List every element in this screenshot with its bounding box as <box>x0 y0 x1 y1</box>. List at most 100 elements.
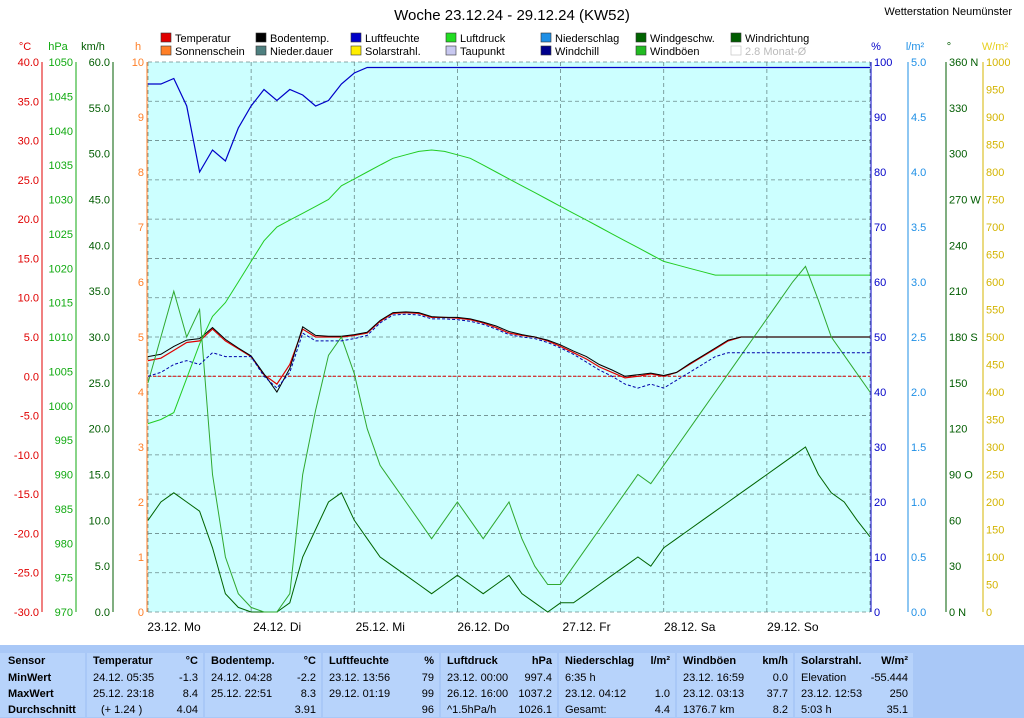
temp-axis-tick: -10.0 <box>14 450 39 462</box>
temp-axis-tick: 35.0 <box>18 96 39 108</box>
precip-axis-tick: 0.0 <box>911 607 926 619</box>
header-sensor: Sensor <box>8 655 46 667</box>
header-gust: Windböen <box>683 655 737 667</box>
x-day-label: 23.12. Mo <box>147 620 201 634</box>
precip-axis-tick: 1.5 <box>911 442 926 454</box>
precip-axis-tick: 4.0 <box>911 167 926 179</box>
pressure-axis-tick: 975 <box>55 573 73 585</box>
temp-axis-tick: 0.0 <box>24 371 39 383</box>
pressure-unit: hPa <box>48 41 68 53</box>
legend-label-precip: Niederschlag <box>555 33 619 45</box>
legend-swatch-winddir <box>730 32 742 43</box>
solar-axis-tick: 900 <box>986 112 1004 124</box>
dir-axis-tick: 240 <box>949 240 967 252</box>
precip-axis-tick: 2.5 <box>911 332 926 344</box>
legend-swatch-solar <box>350 45 362 56</box>
pressure-axis-tick: 1025 <box>49 229 73 241</box>
press-min: 997.4 <box>524 672 552 684</box>
soil-avg: 3.91 <box>294 704 316 716</box>
pressure-axis-tick: 1000 <box>49 401 73 413</box>
solar-elevation-label: Elevation <box>801 672 847 684</box>
legend-swatch-precip_duration <box>255 45 267 56</box>
soil-max: 8.3 <box>300 688 316 700</box>
wind-axis-tick: 50.0 <box>89 149 110 161</box>
pressure-axis-tick: 1020 <box>49 263 73 275</box>
col-gust: Windböen km/h 23.12. 16:59 0.0 23.12. 03… <box>677 653 793 717</box>
header-temp-unit: °C <box>185 655 198 667</box>
dir-axis-tick: 180 S <box>949 332 978 344</box>
temp-axis-tick: 20.0 <box>18 214 39 226</box>
legend-swatch-temperature <box>160 32 172 43</box>
precip-axis-tick: 3.0 <box>911 277 926 289</box>
rain-total: 4.4 <box>654 704 670 716</box>
header-soil: Bodentemp. <box>211 655 275 667</box>
gust-max: 37.7 <box>766 688 788 700</box>
temp-axis-tick: 15.0 <box>18 253 39 265</box>
temp-axis-tick: 25.0 <box>18 175 39 187</box>
temp-axis-tick: -15.0 <box>14 489 39 501</box>
temp-axis-tick: 10.0 <box>18 293 39 305</box>
x-axis-labels: 23.12. Mo 24.12. Di 25.12. Mi 26.12. Do 27.1… <box>147 620 819 634</box>
pressure-axis-tick: 1040 <box>49 126 73 138</box>
precip-axis-tick: 0.5 <box>911 552 926 564</box>
col-sensor: Sensor MinWert MaxWert Durchschnitt <box>0 653 85 717</box>
temp-unit: °C <box>19 41 31 53</box>
legend-label-temperature: Temperatur <box>175 33 231 45</box>
temp-max-time: 25.12. 23:18 <box>93 688 155 700</box>
wind-axis-tick: 35.0 <box>89 286 110 298</box>
sun-axis-tick: 2 <box>138 497 144 509</box>
precip-unit: l/m² <box>906 41 925 53</box>
legend-swatch-soil <box>255 32 267 43</box>
solar-axis-tick: 250 <box>986 470 1004 482</box>
rain-max-time: 23.12. 04:12 <box>565 688 627 700</box>
wind-axis-tick: 25.0 <box>89 378 110 390</box>
dir-axis-tick: 360 N <box>949 57 978 69</box>
soil-min: -2.2 <box>297 672 316 684</box>
precip-axis-tick: 3.5 <box>911 222 926 234</box>
pressure-axis-tick: 1010 <box>49 332 73 344</box>
rain-max: 1.0 <box>654 688 670 700</box>
temp-min: -1.3 <box>179 672 198 684</box>
rain-total-label: Gesamt: <box>565 704 607 716</box>
legend-label-dewpoint: Taupunkt <box>460 46 505 58</box>
legend-swatch-monthly_avg <box>730 45 742 56</box>
temp-avg: 4.04 <box>176 704 198 716</box>
solar-unit: W/m² <box>982 41 1009 53</box>
pressure-axis-tick: 1045 <box>49 91 73 103</box>
header-hum-unit: % <box>424 655 434 667</box>
solar-axis-tick: 800 <box>986 167 1004 179</box>
temp-axis-tick: 40.0 <box>18 57 39 69</box>
row-label-min: MinWert <box>8 672 52 684</box>
legend-label-windspeed: Windgeschw. <box>650 33 715 45</box>
solar-axis-tick: 700 <box>986 222 1004 234</box>
humidity-axis-tick: 20 <box>874 497 886 509</box>
pressure-axis-tick: 985 <box>55 504 73 516</box>
sun-axis-tick: 7 <box>138 222 144 234</box>
dir-axis-tick: 90 O <box>949 470 973 482</box>
legend-label-winddir: Windrichtung <box>745 33 809 45</box>
legend-label-precip_duration: Nieder.dauer <box>270 46 333 58</box>
wind-axis-tick: 45.0 <box>89 195 110 207</box>
header-rain-unit: l/m² <box>650 655 670 667</box>
hum-min-time: 23.12. 13:56 <box>329 672 391 684</box>
header-press: Luftdruck <box>447 655 498 667</box>
sun-axis-tick: 9 <box>138 112 144 124</box>
dir-axis-tick: 30 <box>949 561 961 573</box>
dir-axis-tick: 0 N <box>949 607 966 619</box>
row-label-avg: Durchschnitt <box>8 704 76 716</box>
legend-label-windchill: Windchill <box>555 46 599 58</box>
solar-axis-tick: 600 <box>986 277 1004 289</box>
dir-axis-tick: 330 <box>949 103 967 115</box>
gust-min-time: 23.12. 16:59 <box>683 672 745 684</box>
legend-label-monthly_avg: 2.8 Monat-Ø <box>745 46 807 58</box>
press-max-time: 26.12. 16:00 <box>447 688 509 700</box>
legend-label-sunshine: Sonnenschein <box>175 46 245 58</box>
pressure-axis-tick: 1030 <box>49 195 73 207</box>
solar-axis-tick: 50 <box>986 580 998 592</box>
sun-axis-tick: 4 <box>138 387 144 399</box>
legend-label-pressure: Luftdruck <box>460 33 506 45</box>
dir-axis-tick: 270 W <box>949 195 981 207</box>
pressure-axis-tick: 1015 <box>49 298 73 310</box>
pressure-axis-tick: 990 <box>55 470 73 482</box>
solar-axis-tick: 400 <box>986 387 1004 399</box>
